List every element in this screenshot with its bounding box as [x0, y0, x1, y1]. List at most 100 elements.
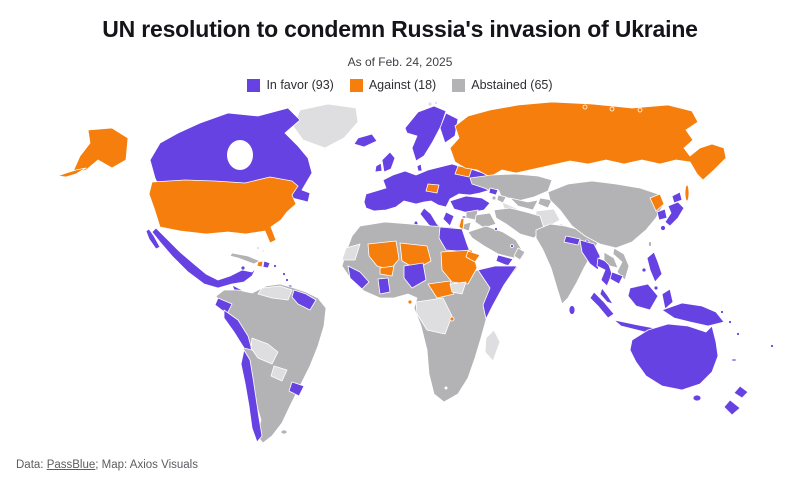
- country-new-zealand-south: [723, 399, 741, 416]
- svalbard: [434, 101, 438, 105]
- country-cuba: [229, 252, 261, 265]
- country-australia: [629, 323, 719, 391]
- indonesia-sulawesi: [661, 288, 674, 310]
- legend-item-in-favor: In favor (93): [247, 78, 334, 92]
- country-china-mongolia: [547, 180, 665, 249]
- country-somalia: [477, 265, 518, 320]
- country-turkey: [449, 195, 491, 214]
- country-sri-lanka: [568, 305, 576, 315]
- country-kyrgyzstan: [537, 197, 553, 209]
- baja-california: [145, 228, 161, 250]
- country-uruguay: [288, 381, 305, 397]
- country-kazakhstan: [469, 173, 553, 202]
- country-laos: [603, 251, 619, 269]
- country-armenia: [491, 195, 497, 201]
- country-myanmar: [579, 239, 601, 271]
- country-fiji: [770, 344, 774, 348]
- country-burundi: [449, 316, 455, 322]
- hudson-bay: [227, 140, 253, 170]
- country-cambodia: [609, 271, 624, 285]
- country-finland: [439, 112, 459, 144]
- country-south-sudan: [449, 281, 467, 295]
- country-haiti: [256, 260, 264, 268]
- country-paraguay: [270, 365, 288, 382]
- country-iceland: [353, 133, 378, 148]
- country-chile: [240, 349, 263, 443]
- aleutian-islands: [57, 167, 87, 178]
- indonesia-borneo: [627, 283, 659, 311]
- country-qatar: [510, 244, 514, 248]
- abstained-swatch: [452, 78, 466, 92]
- country-eritrea: [465, 250, 481, 263]
- country-dominican-republic: [262, 260, 271, 269]
- data-credit-prefix: Data:: [16, 459, 47, 471]
- bahamas: [261, 249, 265, 253]
- philippine-islands: [641, 267, 647, 273]
- country-oman: [513, 247, 526, 261]
- indonesia-sumatra: [589, 291, 615, 319]
- svalbard: [427, 101, 433, 107]
- against-label: Against (18): [368, 78, 437, 92]
- world-map: [0, 98, 800, 452]
- country-guyana-suriname: [291, 289, 317, 311]
- country-saudi-arabia: [467, 225, 523, 259]
- falkland-islands: [280, 429, 288, 435]
- country-georgia: [488, 187, 499, 196]
- country-malaysia: [599, 287, 614, 305]
- country-nepal: [563, 235, 581, 246]
- country-madagascar: [484, 329, 501, 362]
- pacific-islands: [728, 320, 732, 324]
- country-azerbaijan: [496, 194, 507, 204]
- country-uzbekistan: [509, 197, 539, 211]
- tasmania: [692, 394, 702, 402]
- source-credit: Data: PassBlue; Map: Axios Visuals: [16, 459, 198, 471]
- philippine-islands: [653, 285, 659, 291]
- country-new-zealand-north: [733, 385, 749, 399]
- country-burkina-faso: [379, 265, 395, 277]
- country-nigeria: [403, 262, 427, 289]
- legend: In favor (93) Against (18) Abstained (65…: [0, 78, 800, 92]
- abstained-label: Abstained (65): [471, 78, 553, 92]
- taiwan: [648, 241, 652, 247]
- legend-item-against: Against (18): [349, 78, 437, 92]
- country-greenland: [292, 103, 359, 149]
- in-favor-swatch: [247, 78, 261, 92]
- country-ghana: [377, 277, 391, 295]
- country-united-states: [148, 176, 299, 244]
- country-equatorial-guinea: [407, 299, 413, 305]
- country-puerto-rico: [273, 264, 277, 268]
- map-credit-suffix: ; Map: Axios Visuals: [95, 459, 198, 471]
- lesser-antilles: [282, 272, 286, 276]
- country-denmark: [416, 163, 423, 172]
- country-jordan: [462, 221, 472, 232]
- country-iraq: [474, 212, 497, 229]
- against-swatch: [349, 78, 363, 92]
- country-greece: [442, 211, 455, 227]
- country-peru: [223, 309, 253, 351]
- country-philippines: [646, 251, 663, 283]
- country-western-sahara: [341, 243, 361, 261]
- country-south-korea: [656, 208, 668, 221]
- country-lesotho: [444, 386, 448, 390]
- country-japan-honshu: [664, 201, 685, 227]
- country-kuwait: [494, 227, 498, 231]
- pacific-islands: [720, 310, 724, 314]
- country-japan-kyushu: [660, 225, 666, 231]
- arctic-islands: [637, 107, 643, 113]
- country-japan-hokkaido: [671, 191, 683, 204]
- passblue-link[interactable]: PassBlue: [46, 459, 96, 471]
- country-israel: [458, 217, 465, 231]
- country-hungary: [425, 183, 440, 194]
- country-norway-sweden: [404, 105, 447, 162]
- country-central-african-republic: [427, 280, 455, 299]
- subtitle-date: As of Feb. 24, 2025: [347, 55, 453, 69]
- in-favor-label: In favor (93): [266, 78, 334, 92]
- bahamas: [256, 246, 260, 250]
- country-united-kingdom: [381, 151, 396, 173]
- pacific-islands: [736, 332, 740, 336]
- country-dr-congo: [415, 297, 453, 335]
- arctic-islands: [582, 104, 588, 110]
- arctic-islands: [609, 106, 615, 112]
- legend-item-abstained: Abstained (65): [452, 78, 553, 92]
- page-title: UN resolution to condemn Russia's invasi…: [102, 16, 698, 42]
